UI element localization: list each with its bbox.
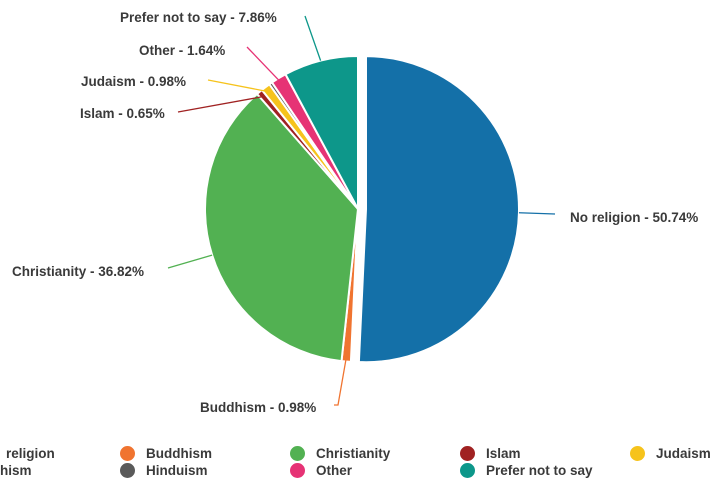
label-no-religion: No religion - 50.74% <box>570 210 698 225</box>
label-buddhism: Buddhism - 0.98% <box>200 400 316 415</box>
legend: religion Buddhism Christianity Islam Jud… <box>0 444 713 479</box>
legend-label-cut-off: hism <box>0 462 32 479</box>
leader-no-religion <box>519 213 555 214</box>
legend-swatch-hinduism <box>120 463 135 478</box>
label-islam: Islam - 0.65% <box>80 106 165 121</box>
legend-swatch-islam <box>460 446 475 461</box>
leader-christianity <box>168 255 212 268</box>
slice-no-religion[interactable] <box>359 56 519 362</box>
legend-label-hinduism: Hinduism <box>146 462 208 479</box>
legend-label-christianity: Christianity <box>316 445 390 462</box>
pie-chart: No religion - 50.74% Buddhism - 0.98% Ch… <box>0 0 713 444</box>
legend-label-buddhism: Buddhism <box>146 445 212 462</box>
legend-label-prefer-not-to-say: Prefer not to say <box>486 462 593 479</box>
legend-swatch-other <box>290 463 305 478</box>
leader-buddhism <box>334 356 347 405</box>
leader-prefer-not-to-say <box>305 16 321 61</box>
legend-swatch-judaism <box>630 446 645 461</box>
legend-swatch-prefer-not-to-say <box>460 463 475 478</box>
label-other: Other - 1.64% <box>139 43 225 58</box>
leader-judaism <box>208 80 269 92</box>
label-prefer-not-to-say: Prefer not to say - 7.86% <box>120 10 277 25</box>
label-christianity: Christianity - 36.82% <box>12 264 144 279</box>
legend-label-no-religion: religion <box>6 445 55 462</box>
leader-other <box>247 47 282 83</box>
legend-label-judaism: Judaism <box>656 445 711 462</box>
legend-label-islam: Islam <box>486 445 521 462</box>
legend-swatch-buddhism <box>120 446 135 461</box>
label-judaism: Judaism - 0.98% <box>81 74 186 89</box>
legend-label-other: Other <box>316 462 352 479</box>
legend-swatch-christianity <box>290 446 305 461</box>
pie-slices <box>205 56 519 362</box>
